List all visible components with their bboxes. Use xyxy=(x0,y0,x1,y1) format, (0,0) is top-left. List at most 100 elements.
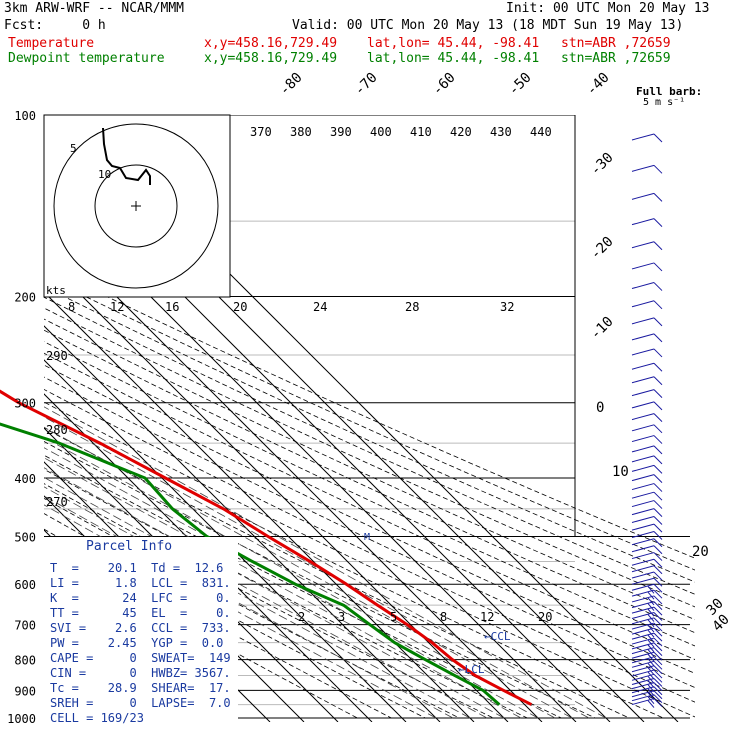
parcel-row: CELL = 169/23 xyxy=(50,711,144,725)
pressure-tick-label: 1000 xyxy=(7,712,36,726)
theta-label: 400 xyxy=(370,125,392,139)
barb-legend-title: Full barb: xyxy=(636,85,703,98)
parcel-info-title: Parcel Info xyxy=(86,539,173,554)
isotherm-line xyxy=(44,291,475,722)
lcl-label: ←CCL xyxy=(484,630,511,643)
wind-barb xyxy=(631,241,663,251)
dry-adiabat xyxy=(44,376,695,689)
wind-barb xyxy=(631,589,663,600)
parcel-row: PW = 2.45 YGP = 0.0 xyxy=(50,636,224,650)
wind-barb xyxy=(631,317,663,327)
wind-barb xyxy=(631,218,663,228)
dry-adiabat xyxy=(44,265,695,559)
lfc-marker: M xyxy=(364,532,370,543)
theta-label: 390 xyxy=(330,125,352,139)
mixing-ratio-label: 20 xyxy=(538,610,552,624)
wind-barb xyxy=(631,164,663,174)
wind-barb xyxy=(631,133,663,143)
wind-barb xyxy=(631,348,663,358)
mixing-ratio-label: 16 xyxy=(165,300,179,314)
wind-barb xyxy=(631,565,663,575)
wind-barb xyxy=(631,508,663,517)
hodograph-trace xyxy=(102,127,151,185)
wind-barb xyxy=(631,531,663,540)
wind-barb xyxy=(631,538,663,548)
legend-temperature-latlon: lat,lon= 45.44, -98.41 xyxy=(367,36,540,51)
pressure-tick-label: 600 xyxy=(14,578,36,592)
parcel-row: K = 24 LFC = 0. xyxy=(50,591,231,605)
isotherm-label: -40 xyxy=(584,70,613,99)
mixing-ratio-label: 32 xyxy=(500,300,514,314)
init-time: Init: 00 UTC Mon 20 May 13 xyxy=(506,1,710,16)
wind-barb xyxy=(631,362,663,372)
isotherm-line xyxy=(44,223,543,722)
parcel-row: CAPE = 0 SWEAT= 149 xyxy=(50,651,231,665)
mixing-ratio-label: 28 xyxy=(405,300,419,314)
mixing-ratio-label: 24 xyxy=(313,300,327,314)
wind-barb xyxy=(631,523,663,533)
pressure-tick-label: 100 xyxy=(14,109,36,123)
mixing-ratio-label: 12 xyxy=(480,610,494,624)
pressure-tick-label: 700 xyxy=(14,619,36,633)
dry-adiabat xyxy=(44,427,630,719)
isotherm-label: -10 xyxy=(588,314,617,343)
pressure-tick-label: 400 xyxy=(14,472,36,486)
isotherm-label: 0 xyxy=(596,400,604,416)
moist-adiabat xyxy=(44,504,437,719)
isotherm-line xyxy=(44,393,373,722)
wind-barb xyxy=(631,500,663,509)
theta-label: 280 xyxy=(46,423,68,437)
hodograph-label: 10 xyxy=(98,168,111,181)
wind-barb xyxy=(631,333,663,343)
legend-dewpoint-xy: x,y=458.16,729.49 xyxy=(204,51,338,66)
isotherm-label: -60 xyxy=(430,70,459,99)
mixing-ratio-label: 5 xyxy=(390,610,397,624)
moist-adiabat xyxy=(44,495,454,719)
wind-barb xyxy=(631,401,663,411)
dry-adiabat xyxy=(44,275,695,571)
pressure-tick-label: 900 xyxy=(14,684,36,698)
wind-barb xyxy=(631,192,663,202)
valid-time: Valid: 00 UTC Mon 20 May 13 (18 MDT Sun … xyxy=(292,18,684,33)
theta-label: 270 xyxy=(46,495,68,509)
pressure-tick-label: 200 xyxy=(14,291,36,305)
hodograph-ring-inner xyxy=(94,164,178,248)
pressure-tick-label: 500 xyxy=(14,530,36,544)
wind-barb xyxy=(631,558,663,568)
theta-label: 290 xyxy=(46,349,68,363)
parcel-row: Tc = 28.9 SHEAR= 17. xyxy=(50,681,231,695)
moist-adiabat xyxy=(44,476,488,719)
wind-barb xyxy=(631,483,663,492)
wind-barb xyxy=(631,612,663,622)
wind-barb xyxy=(631,445,663,455)
moist-adiabat xyxy=(44,486,471,719)
parcel-info-panel: Parcel Info T = 20.1 Td = 12.6 LI = 1.8 … xyxy=(44,537,238,727)
mixing-ratio-label: 20 xyxy=(233,300,247,314)
parcel-row: TT = 45 EL = 0. xyxy=(50,606,231,620)
wind-barbs xyxy=(631,133,663,708)
wind-barb xyxy=(631,262,663,272)
mixing-ratio-label: 3 xyxy=(338,610,345,624)
isotherm-line xyxy=(44,257,509,722)
legend-temperature-label: Temperature xyxy=(8,36,95,51)
wind-barb xyxy=(631,595,663,606)
wind-barb xyxy=(631,376,663,386)
wind-barb xyxy=(631,571,663,581)
wind-barb xyxy=(631,455,663,465)
hodograph-label: 5 xyxy=(70,142,77,155)
isotherm-label: -50 xyxy=(506,70,535,99)
moist-adiabat xyxy=(44,436,556,719)
dry-adiabat xyxy=(44,454,562,719)
dry-adiabat xyxy=(44,296,695,595)
wind-barb xyxy=(631,464,663,474)
series-line-temperature xyxy=(0,389,533,706)
isotherm-label: -30 xyxy=(588,150,617,179)
barb-legend-unit: 5 m s⁻¹ xyxy=(643,97,686,108)
wind-barb xyxy=(631,424,663,434)
theta-label: 410 xyxy=(410,125,432,139)
wind-barb xyxy=(631,617,663,628)
pressure-tick-label: 300 xyxy=(14,397,36,411)
moist-adiabat xyxy=(44,467,505,719)
theta-label: 380 xyxy=(290,125,312,139)
mixing-ratio-label: 12 xyxy=(110,300,124,314)
